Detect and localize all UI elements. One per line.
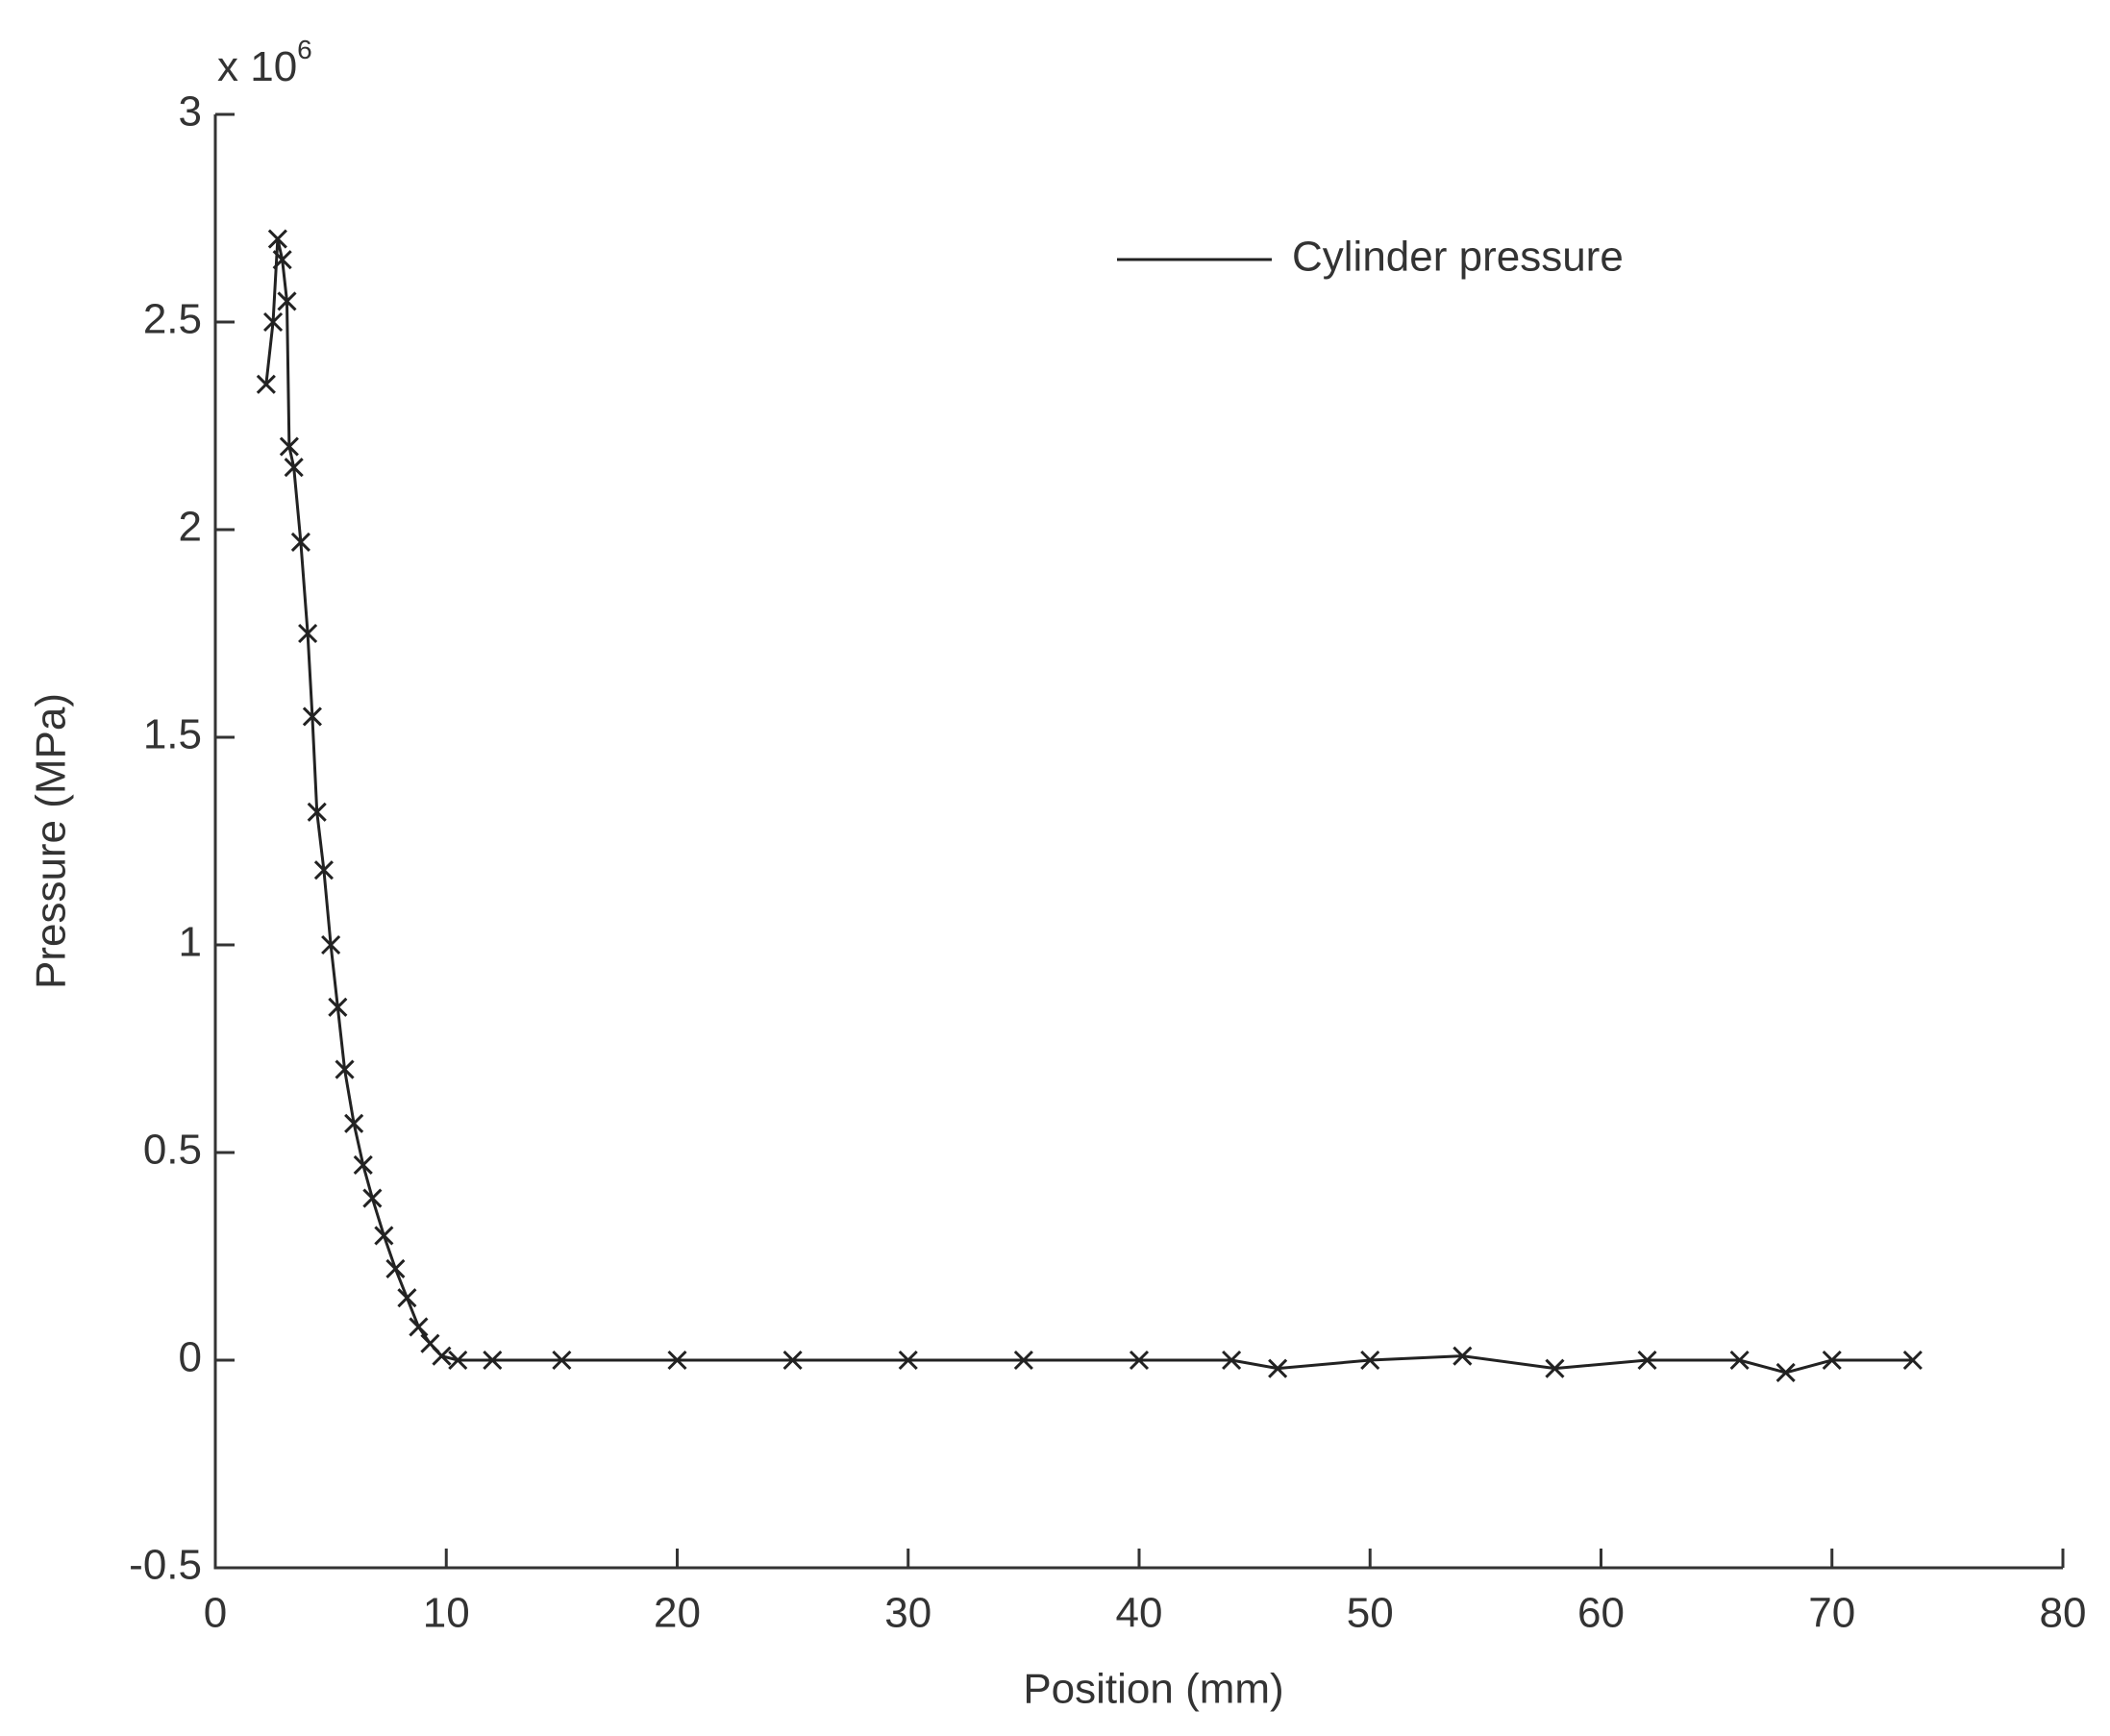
data-marker bbox=[1013, 1350, 1033, 1371]
x-tick-label: 60 bbox=[1577, 1590, 1625, 1637]
y-tick-label: 1 bbox=[179, 919, 202, 966]
data-marker bbox=[302, 707, 322, 727]
data-marker bbox=[1902, 1350, 1923, 1371]
data-marker bbox=[1637, 1350, 1657, 1371]
data-marker bbox=[1452, 1346, 1473, 1366]
y-axis-label: Pressure (MPa) bbox=[28, 693, 75, 989]
y-scale-base: x 10 bbox=[217, 43, 297, 90]
data-marker bbox=[1822, 1350, 1842, 1371]
data-marker bbox=[307, 802, 327, 822]
x-tick-label: 20 bbox=[654, 1590, 701, 1637]
data-marker bbox=[1129, 1350, 1150, 1371]
data-marker bbox=[353, 1154, 373, 1176]
data-marker bbox=[344, 1113, 364, 1133]
x-tick-label: 40 bbox=[1116, 1590, 1163, 1637]
x-tick-label: 50 bbox=[1347, 1590, 1394, 1637]
data-marker bbox=[256, 374, 276, 394]
data-marker bbox=[263, 311, 284, 333]
data-marker bbox=[1360, 1350, 1380, 1371]
y-tick-label: -0.5 bbox=[129, 1542, 202, 1589]
x-tick-label: 80 bbox=[2040, 1590, 2087, 1637]
data-marker bbox=[1775, 1362, 1796, 1383]
y-tick-label: 2 bbox=[179, 504, 202, 551]
data-marker bbox=[277, 291, 297, 311]
data-marker bbox=[1222, 1350, 1242, 1371]
x-axis-label: Position (mm) bbox=[1023, 1666, 1283, 1713]
data-marker bbox=[448, 1350, 468, 1371]
data-marker bbox=[782, 1350, 803, 1371]
legend-label: Cylinder pressure bbox=[1292, 234, 1624, 281]
data-marker bbox=[1268, 1358, 1288, 1378]
x-tick-label: 30 bbox=[884, 1590, 931, 1637]
y-tick-label: 2.5 bbox=[143, 296, 202, 343]
data-marker bbox=[432, 1346, 452, 1366]
data-line bbox=[264, 238, 1913, 1375]
data-marker bbox=[397, 1288, 417, 1308]
data-marker bbox=[284, 458, 304, 478]
x-tick-label: 70 bbox=[1808, 1590, 1855, 1637]
data-marker bbox=[298, 623, 318, 644]
data-marker bbox=[374, 1226, 394, 1246]
data-marker bbox=[321, 934, 341, 955]
y-tick-label: 1.5 bbox=[143, 711, 202, 758]
y-tick-label: 0 bbox=[179, 1334, 202, 1381]
data-marker bbox=[898, 1350, 918, 1371]
y-tick-label: 3 bbox=[179, 88, 202, 136]
data-marker bbox=[267, 229, 287, 249]
data-marker bbox=[483, 1350, 503, 1371]
y-scale-label: x 106 bbox=[217, 35, 312, 89]
data-marker bbox=[1729, 1350, 1750, 1371]
data-marker bbox=[385, 1258, 406, 1279]
y-tick-label: 0.5 bbox=[143, 1127, 202, 1174]
data-marker bbox=[272, 250, 292, 270]
x-tick-label: 10 bbox=[423, 1590, 470, 1637]
x-tick-label: 0 bbox=[204, 1590, 227, 1637]
data-marker bbox=[313, 860, 334, 880]
axes bbox=[213, 114, 2063, 1570]
data-marker bbox=[1545, 1358, 1565, 1378]
data-marker bbox=[335, 1059, 355, 1079]
data-marker bbox=[362, 1188, 383, 1208]
y-scale-exponent: 6 bbox=[297, 35, 312, 64]
data-marker bbox=[552, 1350, 572, 1371]
data-marker bbox=[328, 997, 348, 1017]
data-marker bbox=[279, 436, 299, 457]
data-marker bbox=[409, 1317, 429, 1337]
data-marker bbox=[290, 532, 310, 553]
data-marker bbox=[667, 1350, 687, 1371]
